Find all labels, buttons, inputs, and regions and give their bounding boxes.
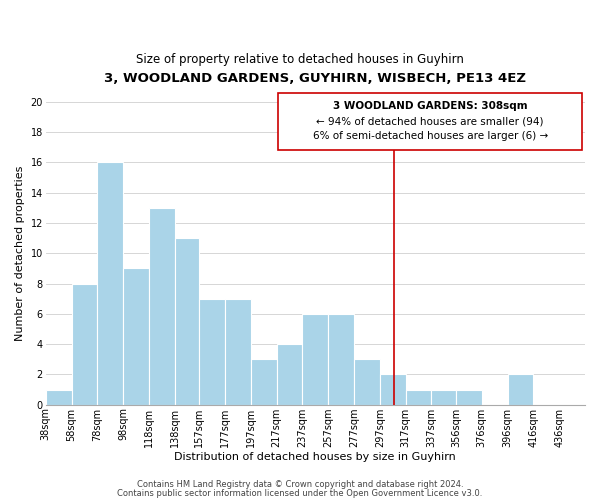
X-axis label: Distribution of detached houses by size in Guyhirn: Distribution of detached houses by size … (175, 452, 456, 462)
Text: ← 94% of detached houses are smaller (94): ← 94% of detached houses are smaller (94… (316, 116, 544, 126)
Bar (46, 390, 71, 404)
Bar (97, 162, 123, 404)
Bar (328, 314, 354, 404)
Bar (175, 238, 199, 404)
Text: 6% of semi-detached houses are larger (6) →: 6% of semi-detached houses are larger (6… (313, 130, 548, 140)
Title: 3, WOODLAND GARDENS, GUYHIRN, WISBECH, PE13 4EZ: 3, WOODLAND GARDENS, GUYHIRN, WISBECH, P… (104, 72, 526, 86)
Bar (123, 268, 149, 404)
Bar (431, 390, 456, 404)
Bar (71, 284, 97, 405)
Y-axis label: Number of detached properties: Number of detached properties (15, 166, 25, 341)
Text: Size of property relative to detached houses in Guyhirn: Size of property relative to detached ho… (136, 52, 464, 66)
Bar (199, 298, 225, 405)
Bar (251, 360, 277, 405)
Bar (354, 360, 380, 405)
Bar (302, 314, 328, 404)
Text: 3 WOODLAND GARDENS: 308sqm: 3 WOODLAND GARDENS: 308sqm (333, 101, 527, 111)
Bar (508, 374, 533, 404)
Bar (225, 298, 251, 405)
FancyBboxPatch shape (278, 93, 583, 150)
Bar (406, 390, 431, 404)
Bar (456, 390, 482, 404)
Bar (149, 208, 175, 404)
Text: Contains public sector information licensed under the Open Government Licence v3: Contains public sector information licen… (118, 489, 482, 498)
Bar (277, 344, 302, 405)
Bar (380, 374, 406, 404)
Text: Contains HM Land Registry data © Crown copyright and database right 2024.: Contains HM Land Registry data © Crown c… (137, 480, 463, 489)
